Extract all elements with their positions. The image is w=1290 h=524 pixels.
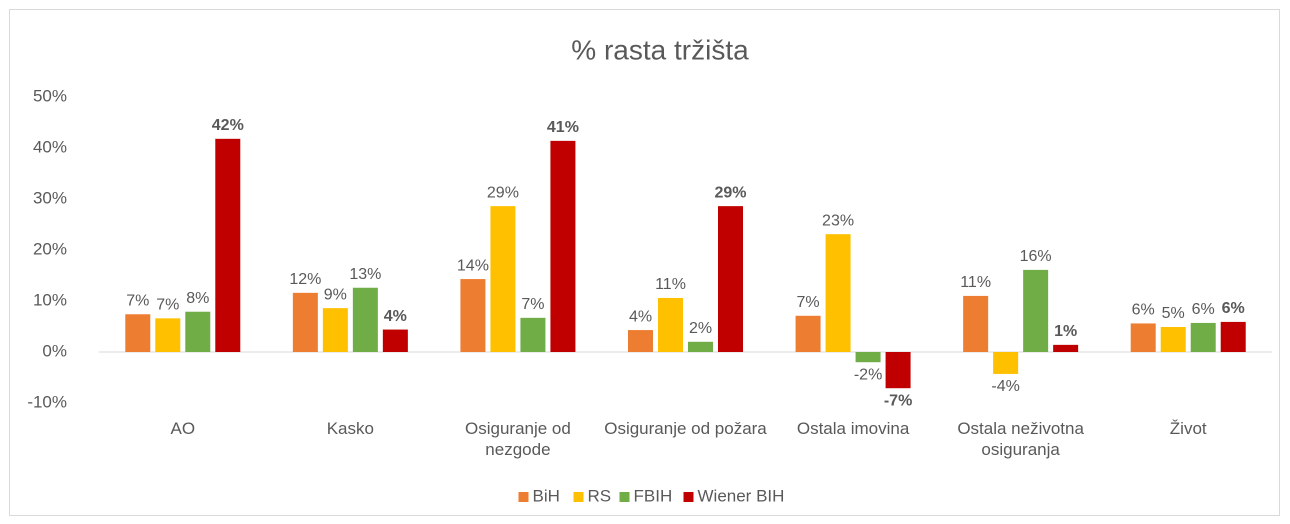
bar	[963, 295, 989, 352]
bar	[520, 317, 546, 352]
bar	[292, 292, 318, 352]
data-label: 1%	[1054, 323, 1077, 340]
legend-swatch	[518, 492, 529, 502]
data-label: 6%	[1132, 302, 1155, 319]
legend-label: Wiener BIH	[698, 486, 785, 505]
bar	[1220, 321, 1246, 352]
data-label: 41%	[547, 119, 579, 136]
bar	[718, 206, 743, 352]
bar	[855, 352, 881, 363]
data-label: 16%	[1020, 248, 1052, 265]
bar	[550, 140, 576, 352]
data-label: 5%	[1162, 305, 1185, 322]
bar	[658, 297, 683, 352]
legend-label: BiH	[533, 486, 560, 505]
data-label: 7%	[126, 292, 149, 309]
data-label: 29%	[714, 184, 746, 201]
bar	[688, 341, 713, 352]
bar	[352, 287, 378, 352]
x-tick-label: Ostala neživotna osiguranja	[957, 419, 1084, 459]
y-tick-label: 0%	[42, 341, 67, 360]
legend-swatch	[573, 492, 584, 502]
data-label: 13%	[349, 266, 381, 283]
y-tick-label: 30%	[33, 188, 67, 207]
bar	[382, 329, 408, 352]
bar	[322, 308, 348, 352]
data-label: 11%	[655, 276, 686, 293]
data-label: 11%	[960, 274, 991, 291]
x-tick-label: Život	[1169, 419, 1207, 438]
bar	[795, 315, 821, 352]
data-label: 2%	[689, 320, 712, 337]
x-tick-label: Osiguranje od požara	[604, 419, 767, 438]
data-label: 7%	[156, 297, 179, 314]
data-label: 6%	[1192, 301, 1215, 318]
legend-label: FBIH	[634, 486, 673, 505]
chart-title: % rasta tržišta	[571, 34, 749, 65]
bar	[1053, 344, 1079, 352]
bar	[1130, 323, 1156, 352]
data-label: 8%	[186, 290, 209, 307]
y-tick-label: 10%	[33, 290, 67, 309]
bar	[628, 330, 653, 352]
bar	[490, 206, 516, 352]
bar	[155, 318, 181, 352]
data-label: 7%	[521, 296, 544, 313]
bar	[1160, 327, 1186, 352]
x-tick-label: Kasko	[326, 419, 374, 438]
legend-label: RS	[588, 486, 612, 505]
y-tick-label: 20%	[33, 239, 67, 258]
bar	[825, 234, 851, 352]
bar	[125, 314, 151, 352]
data-label: 29%	[487, 184, 519, 201]
x-tick-label: Ostala imovina	[796, 419, 910, 438]
data-label: 42%	[212, 117, 244, 134]
bar	[885, 352, 911, 389]
legend-swatch	[619, 492, 630, 502]
data-label: 23%	[822, 212, 854, 229]
data-label: 4%	[629, 308, 652, 325]
bar	[460, 279, 486, 352]
legend-swatch	[683, 492, 694, 502]
data-label: 7%	[797, 294, 820, 311]
x-tick-label: Osiguranje od nezgode	[465, 419, 571, 459]
data-label: 12%	[289, 271, 321, 288]
data-label: 9%	[324, 286, 347, 303]
y-tick-label: 50%	[33, 86, 67, 105]
bar	[185, 311, 211, 352]
y-tick-label: -10%	[27, 392, 67, 411]
data-label: 6%	[1222, 300, 1245, 317]
bar	[993, 352, 1019, 374]
bar	[215, 138, 241, 352]
bar	[1190, 322, 1216, 352]
y-tick-label: 40%	[33, 137, 67, 156]
data-label: 4%	[384, 308, 407, 325]
x-tick-label: AO	[170, 419, 196, 438]
data-label: -4%	[991, 378, 1019, 395]
data-label: -7%	[884, 392, 912, 409]
bar	[1023, 269, 1049, 352]
data-label: 14%	[457, 257, 489, 274]
data-label: -2%	[854, 366, 882, 383]
